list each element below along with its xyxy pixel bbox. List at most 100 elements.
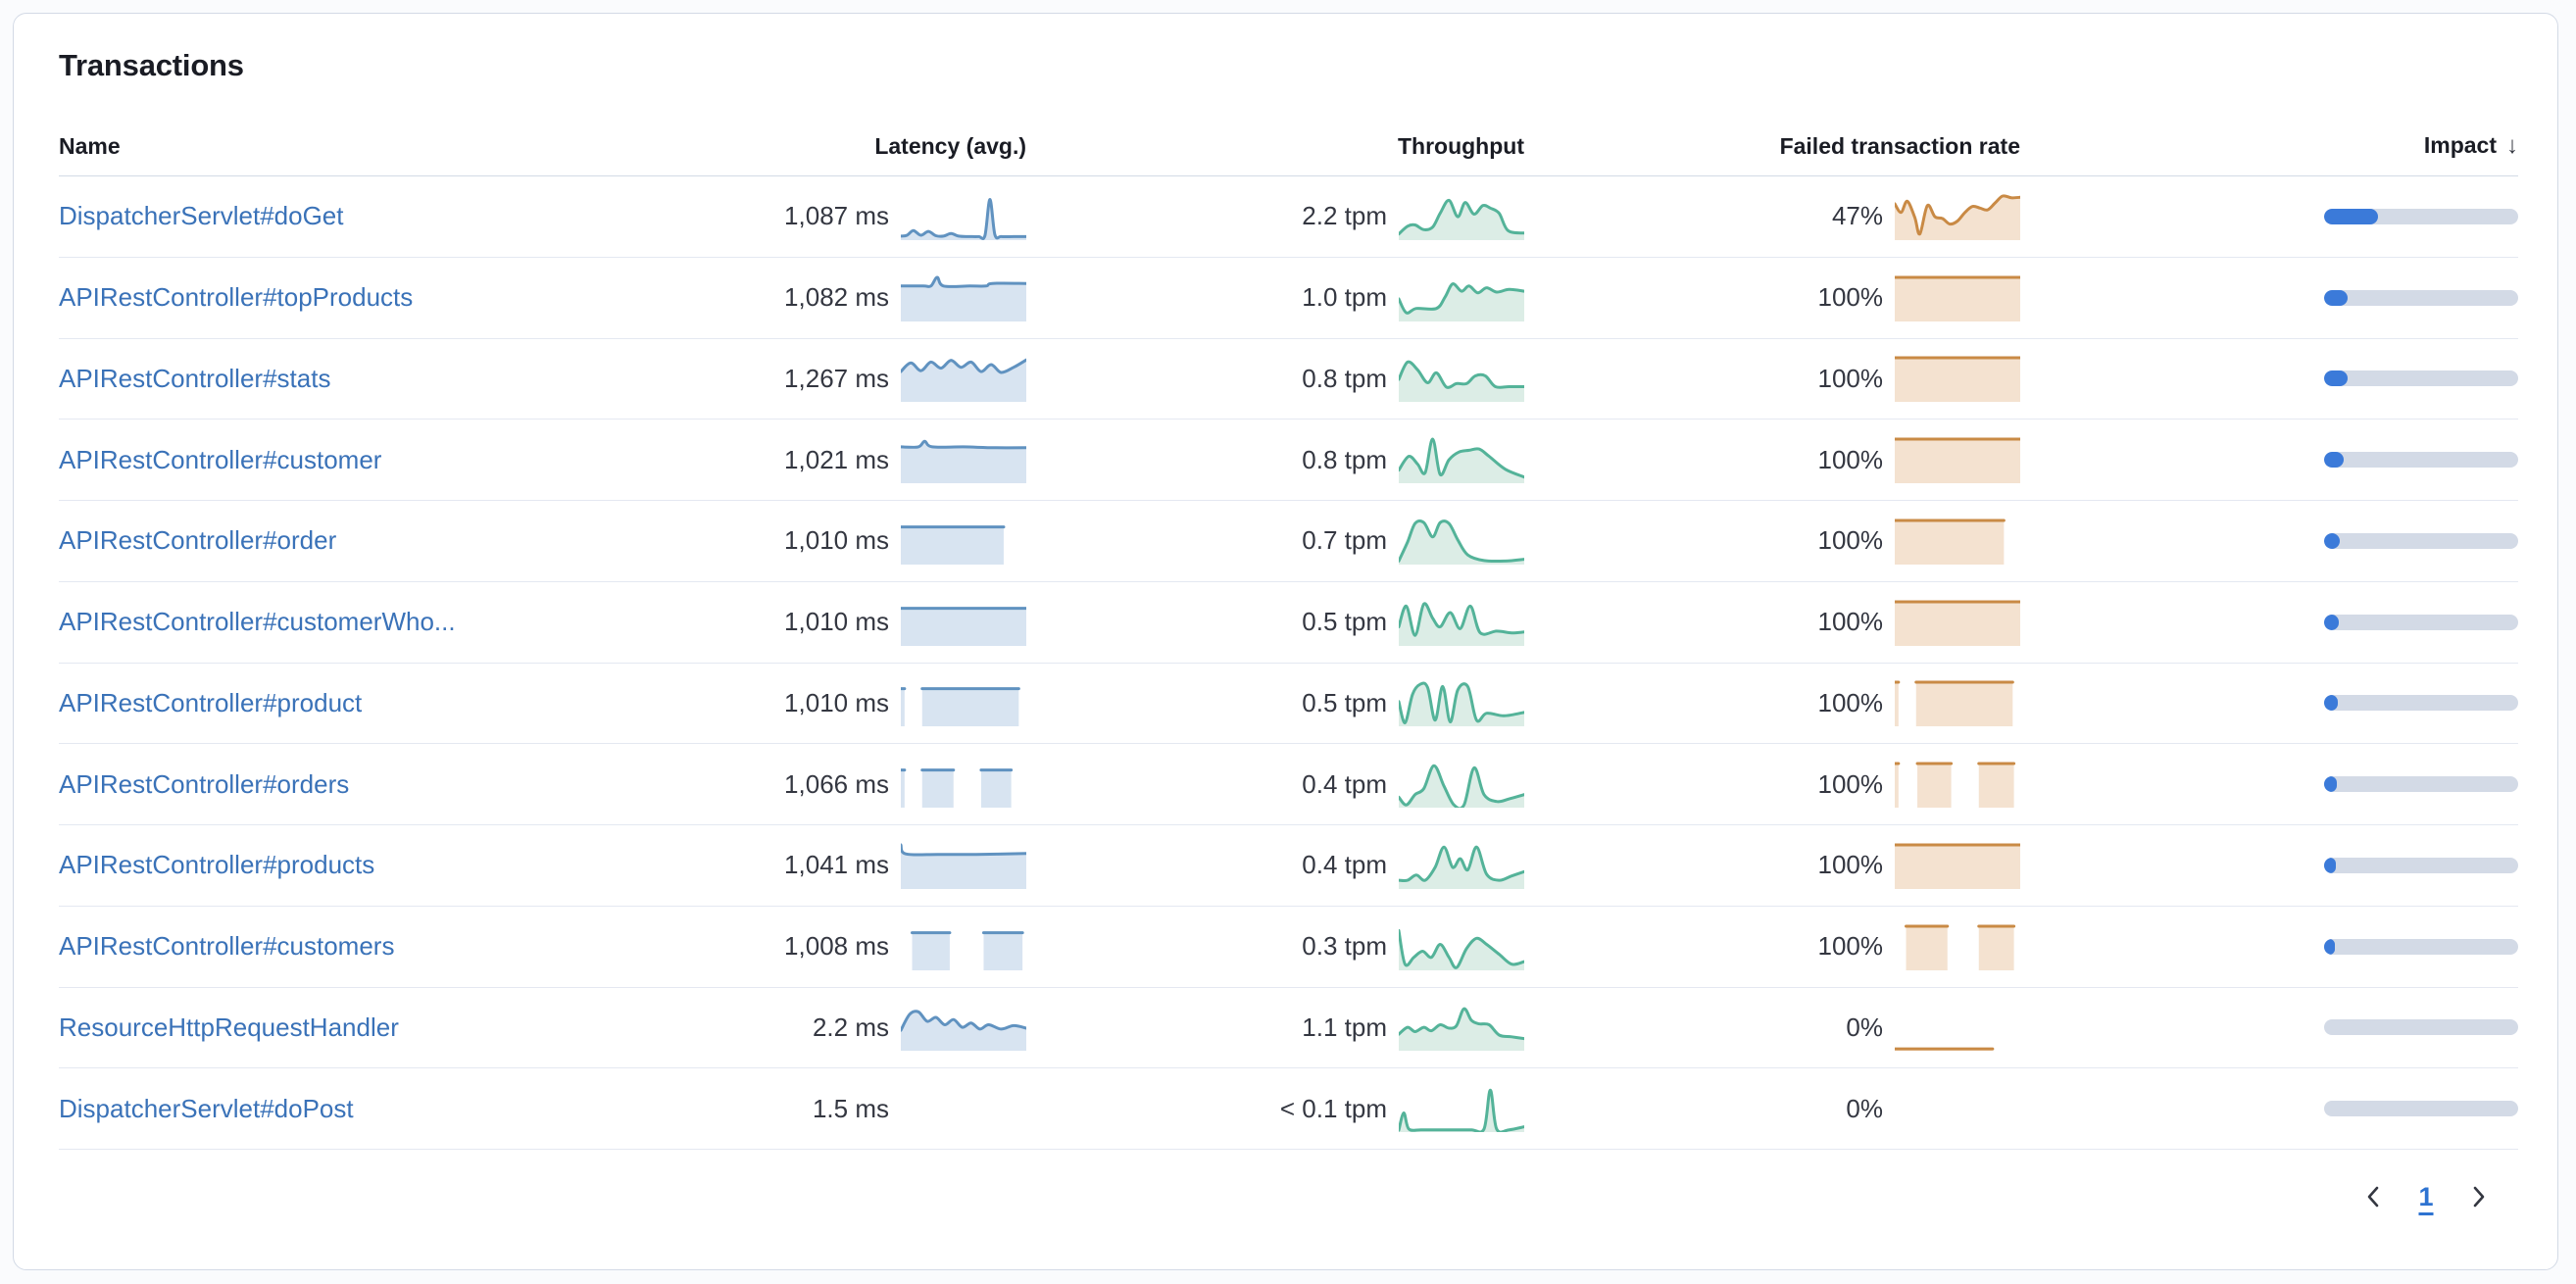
latency-value: 1,267 ms	[784, 363, 889, 393]
throughput-sparkline	[1399, 1008, 1524, 1052]
table-row: APIRestController#topProducts 1,082 ms 1…	[59, 258, 2518, 339]
transaction-link[interactable]: APIRestController#customerWho...	[59, 607, 456, 637]
impact-cell	[2020, 695, 2518, 712]
table-row: APIRestController#products 1,041 ms 0.4 …	[59, 825, 2518, 907]
latency-value: 1,010 ms	[784, 607, 889, 637]
latency-sparkline	[901, 843, 1026, 889]
failed-rate-sparkline	[1895, 843, 2020, 889]
latency-value: 1.5 ms	[812, 1093, 889, 1123]
throughput-value: 0.5 tpm	[1302, 687, 1387, 717]
failed-rate-cell: 100%	[1524, 355, 2020, 403]
latency-value: 1,010 ms	[784, 687, 889, 717]
throughput-value: 2.2 tpm	[1302, 201, 1387, 231]
failed-rate-cell: 100%	[1524, 842, 2020, 889]
transaction-link[interactable]: APIRestController#order	[59, 525, 337, 556]
failed-rate-value: 100%	[1817, 850, 1884, 880]
transaction-link[interactable]: DispatcherServlet#doGet	[59, 201, 344, 231]
failed-rate-sparkline	[1895, 275, 2020, 321]
transaction-link[interactable]: ResourceHttpRequestHandler	[59, 1012, 399, 1042]
latency-value: 1,008 ms	[784, 931, 889, 962]
impact-cell	[2020, 614, 2518, 630]
transaction-link[interactable]: APIRestController#customers	[59, 931, 395, 962]
throughput-cell: 0.3 tpm	[1026, 923, 1524, 970]
failed-rate-cell: 100%	[1524, 679, 2020, 727]
impact-bar-fill	[2324, 614, 2339, 630]
latency-cell: 1,021 ms	[528, 436, 1026, 484]
impact-bar-fill	[2324, 289, 2348, 306]
impact-cell	[2020, 452, 2518, 469]
throughput-sparkline	[1399, 845, 1524, 889]
failed-rate-value: 47%	[1831, 201, 1883, 231]
header-latency[interactable]: Latency (avg.)	[874, 133, 1026, 159]
impact-bar	[2324, 695, 2518, 712]
latency-cell: 1,008 ms	[528, 923, 1026, 970]
impact-bar-fill	[2324, 452, 2344, 469]
table-row: APIRestController#stats 1,267 ms 0.8 tpm…	[59, 339, 2518, 420]
table-row: APIRestController#product 1,010 ms 0.5 t…	[59, 664, 2518, 745]
throughput-sparkline	[1399, 764, 1524, 809]
page-number-1[interactable]: 1	[2418, 1181, 2434, 1211]
latency-cell: 1,066 ms	[528, 761, 1026, 809]
throughput-value: 0.8 tpm	[1302, 363, 1387, 393]
transaction-link[interactable]: APIRestController#stats	[59, 363, 331, 393]
failed-rate-cell: 100%	[1524, 436, 2020, 484]
impact-cell	[2020, 1019, 2518, 1036]
failed-rate-sparkline	[1895, 680, 2014, 727]
throughput-value: 0.4 tpm	[1302, 850, 1387, 880]
transaction-link[interactable]: APIRestController#products	[59, 850, 375, 880]
failed-rate-cell: 100%	[1524, 599, 2020, 646]
throughput-value: 0.4 tpm	[1302, 768, 1387, 799]
header-throughput[interactable]: Throughput	[1397, 133, 1524, 159]
throughput-cell: 1.1 tpm	[1026, 1004, 1524, 1052]
latency-sparkline	[901, 359, 1026, 403]
table-row: APIRestController#customers 1,008 ms 0.3…	[59, 907, 2518, 988]
transactions-panel: Transactions Name Latency (avg.) Through…	[13, 13, 2558, 1270]
transaction-link[interactable]: APIRestController#topProducts	[59, 282, 414, 313]
latency-sparkline	[901, 1085, 1026, 1132]
table-row: APIRestController#order 1,010 ms 0.7 tpm…	[59, 501, 2518, 582]
next-page-button[interactable]	[2457, 1175, 2501, 1218]
header-impact[interactable]: Impact ↓	[2020, 132, 2518, 160]
throughput-sparkline	[1399, 361, 1524, 403]
throughput-cell: 0.4 tpm	[1026, 761, 1524, 809]
prev-page-button[interactable]	[2352, 1175, 2395, 1218]
throughput-sparkline	[1399, 519, 1524, 565]
impact-bar-fill	[2324, 370, 2348, 387]
latency-cell: 1,082 ms	[528, 274, 1026, 321]
latency-cell: 2.2 ms	[528, 1004, 1026, 1052]
throughput-cell: < 0.1 tpm	[1026, 1085, 1524, 1133]
failed-rate-value: 100%	[1817, 363, 1884, 393]
failed-rate-value: 100%	[1817, 607, 1884, 637]
transaction-link[interactable]: DispatcherServlet#doPost	[59, 1093, 354, 1123]
throughput-cell: 0.8 tpm	[1026, 355, 1524, 403]
failed-rate-cell: 100%	[1524, 518, 2020, 565]
header-failed-rate[interactable]: Failed transaction rate	[1779, 133, 2020, 159]
panel-title: Transactions	[59, 48, 244, 82]
table-body: DispatcherServlet#doGet 1,087 ms 2.2 tpm…	[59, 176, 2518, 1150]
table-row: APIRestController#orders 1,066 ms 0.4 tp…	[59, 744, 2518, 825]
transaction-link[interactable]: APIRestController#customer	[59, 444, 382, 474]
latency-value: 1,082 ms	[784, 282, 889, 313]
table-header: Name Latency (avg.) Throughput Failed tr…	[59, 82, 2518, 176]
impact-bar	[2324, 289, 2518, 306]
failed-rate-sparkline	[1895, 437, 2020, 484]
failed-rate-cell: 100%	[1524, 761, 2020, 809]
chevron-left-icon	[2367, 1186, 2379, 1208]
failed-rate-sparkline	[1895, 762, 2016, 809]
failed-rate-sparkline	[1895, 519, 2006, 565]
transaction-link[interactable]: APIRestController#product	[59, 687, 363, 717]
latency-cell: 1.5 ms	[528, 1085, 1026, 1132]
failed-rate-value: 100%	[1817, 282, 1884, 313]
latency-sparkline	[901, 439, 1026, 484]
pagination: 1	[59, 1150, 2518, 1218]
impact-cell	[2020, 938, 2518, 955]
impact-bar	[2324, 857, 2518, 873]
transaction-link[interactable]: APIRestController#orders	[59, 768, 350, 799]
failed-rate-value: 0%	[1846, 1012, 1883, 1042]
throughput-sparkline	[1399, 198, 1524, 240]
latency-value: 1,041 ms	[784, 850, 889, 880]
throughput-cell: 1.0 tpm	[1026, 274, 1524, 321]
latency-value: 1,010 ms	[784, 525, 889, 556]
header-name[interactable]: Name	[59, 133, 121, 159]
impact-bar-fill	[2324, 938, 2335, 955]
